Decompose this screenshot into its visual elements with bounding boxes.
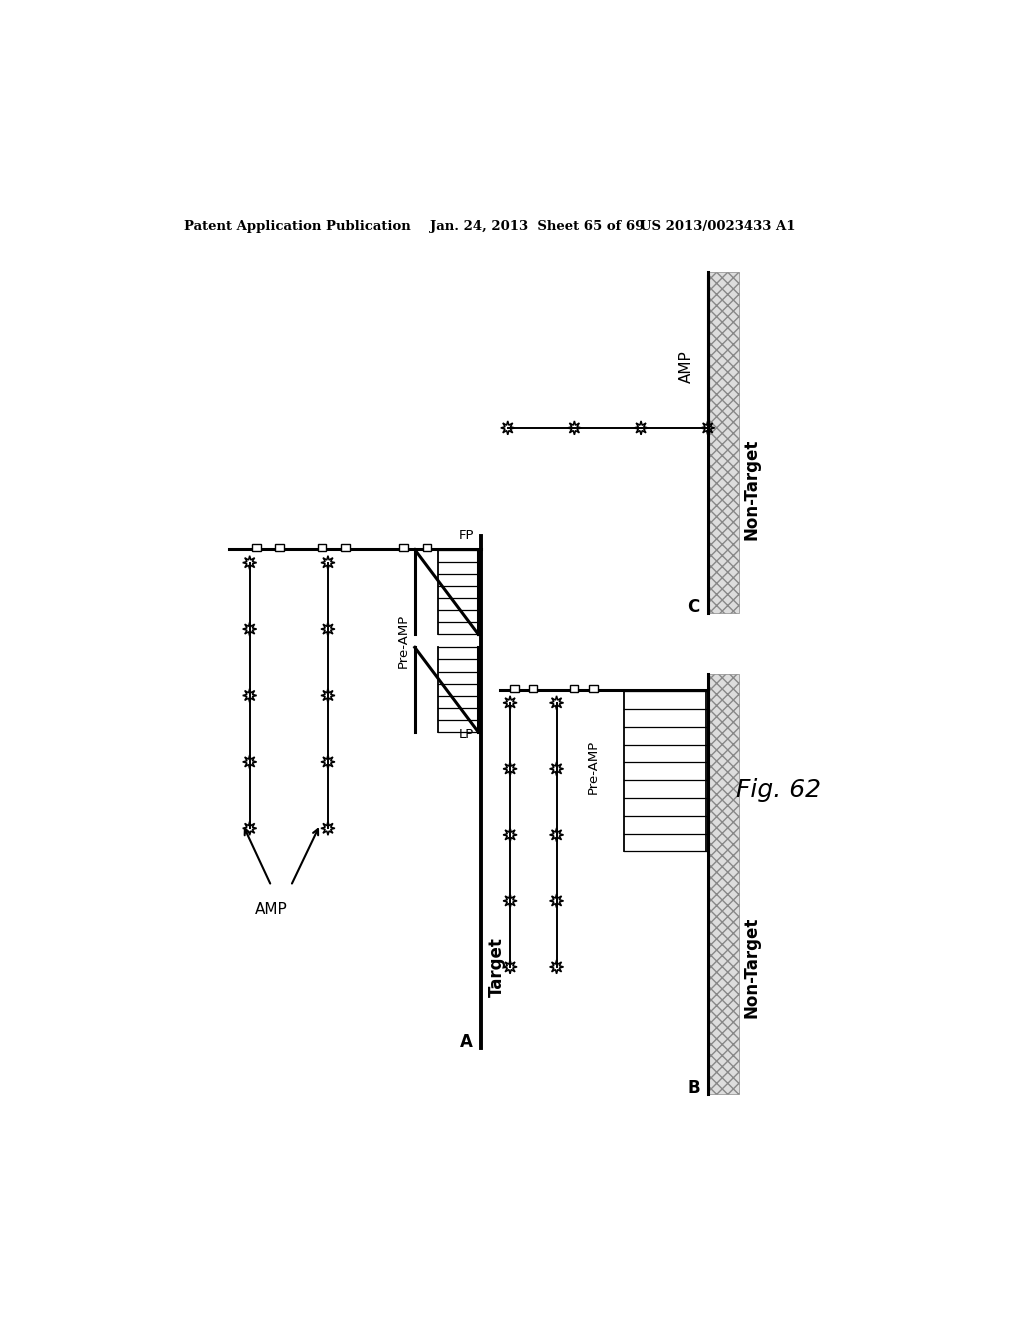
- Bar: [708, 272, 738, 612]
- Text: C: C: [688, 598, 699, 615]
- Bar: [341, 544, 349, 552]
- Bar: [528, 685, 538, 692]
- Text: LP: LP: [459, 729, 474, 742]
- Text: Fig. 62: Fig. 62: [736, 777, 821, 801]
- Text: AMP: AMP: [679, 350, 693, 383]
- Text: Pre-AMP: Pre-AMP: [587, 739, 599, 793]
- Text: B: B: [687, 1078, 700, 1097]
- Text: Pre-AMP: Pre-AMP: [396, 614, 410, 668]
- Bar: [275, 544, 284, 552]
- Bar: [317, 544, 327, 552]
- Bar: [252, 544, 260, 552]
- Text: Non-Target: Non-Target: [742, 438, 761, 540]
- Text: FP: FP: [459, 529, 474, 543]
- Text: Target: Target: [488, 937, 507, 997]
- Text: A: A: [460, 1034, 473, 1051]
- Bar: [510, 685, 518, 692]
- Bar: [589, 685, 598, 692]
- Text: AMP: AMP: [255, 902, 288, 916]
- Text: Non-Target: Non-Target: [742, 916, 761, 1018]
- Text: Patent Application Publication: Patent Application Publication: [183, 219, 411, 232]
- Text: US 2013/0023433 A1: US 2013/0023433 A1: [640, 219, 795, 232]
- Text: Jan. 24, 2013  Sheet 65 of 69: Jan. 24, 2013 Sheet 65 of 69: [430, 219, 645, 232]
- Bar: [708, 675, 738, 1094]
- Bar: [399, 544, 408, 552]
- Bar: [569, 685, 579, 692]
- Bar: [423, 544, 431, 552]
